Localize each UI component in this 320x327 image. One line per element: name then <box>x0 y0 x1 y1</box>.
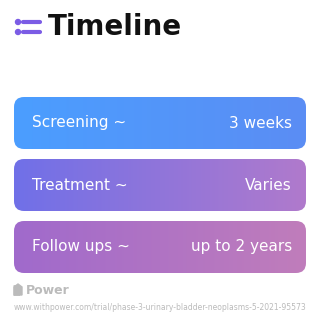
Polygon shape <box>14 284 22 295</box>
Circle shape <box>15 20 20 25</box>
Text: Screening ~: Screening ~ <box>32 115 126 130</box>
Text: Power: Power <box>26 284 70 298</box>
Text: ഠ: ഠ <box>12 284 20 298</box>
Text: Treatment ~: Treatment ~ <box>32 178 128 193</box>
Text: Follow ups ~: Follow ups ~ <box>32 239 130 254</box>
Circle shape <box>15 29 20 35</box>
Text: www.withpower.com/trial/phase-3-urinary-bladder-neoplasms-5-2021-95573: www.withpower.com/trial/phase-3-urinary-… <box>14 303 307 312</box>
Text: Timeline: Timeline <box>48 13 182 41</box>
Text: up to 2 years: up to 2 years <box>191 239 292 254</box>
Text: 3 weeks: 3 weeks <box>229 115 292 130</box>
Text: Varies: Varies <box>245 178 292 193</box>
